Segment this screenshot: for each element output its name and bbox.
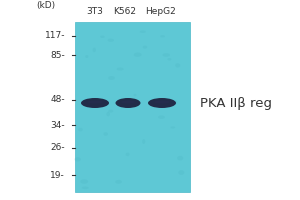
Ellipse shape [178,170,184,175]
Ellipse shape [163,53,170,57]
Ellipse shape [93,48,96,52]
Text: 85-: 85- [50,50,65,60]
Ellipse shape [103,132,108,136]
Ellipse shape [140,30,146,33]
Ellipse shape [134,53,142,57]
Ellipse shape [142,139,145,144]
Text: 48-: 48- [50,96,65,104]
Ellipse shape [85,55,88,58]
Text: 34-: 34- [50,120,65,130]
Ellipse shape [174,100,177,104]
Ellipse shape [108,76,115,80]
Text: PKA IIβ reg: PKA IIβ reg [200,97,272,110]
Ellipse shape [100,36,105,38]
Text: 19-: 19- [50,170,65,180]
Ellipse shape [175,63,180,68]
Ellipse shape [170,126,175,129]
Ellipse shape [80,179,88,184]
Ellipse shape [115,180,122,184]
Text: K562: K562 [113,7,136,16]
Ellipse shape [167,58,171,61]
Ellipse shape [89,104,92,109]
Ellipse shape [108,39,114,42]
Ellipse shape [106,112,110,116]
Ellipse shape [121,100,135,104]
Bar [75,22,190,192]
Ellipse shape [158,115,165,119]
Text: (kD): (kD) [36,1,55,10]
Ellipse shape [108,110,113,113]
Ellipse shape [82,187,89,189]
Ellipse shape [78,128,83,131]
Ellipse shape [74,157,81,161]
Ellipse shape [134,94,136,96]
Ellipse shape [87,100,103,104]
Ellipse shape [148,98,176,108]
Ellipse shape [154,100,170,104]
Ellipse shape [177,156,183,160]
Ellipse shape [81,98,109,108]
Ellipse shape [117,68,124,71]
Text: 26-: 26- [50,144,65,152]
Ellipse shape [126,153,130,156]
Ellipse shape [160,35,165,37]
Text: HepG2: HepG2 [145,7,176,16]
Ellipse shape [116,98,140,108]
Text: 117-: 117- [44,31,65,40]
Ellipse shape [143,46,147,49]
Text: 3T3: 3T3 [87,7,103,16]
